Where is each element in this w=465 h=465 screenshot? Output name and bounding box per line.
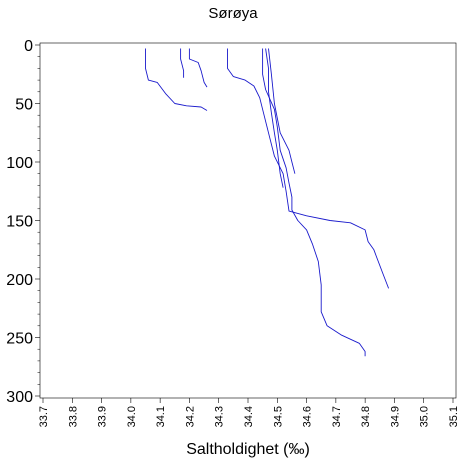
plot-frame	[39, 42, 457, 399]
x-tick-label: 34.1	[155, 406, 167, 427]
x-tick-label: 35.0	[419, 406, 431, 427]
x-tick-label: 34.4	[243, 406, 255, 427]
y-tick-label: 250	[6, 331, 33, 348]
x-tick-label: 35.1	[448, 406, 460, 427]
y-axis: 0 50 100 150 200 250 300	[6, 38, 40, 406]
x-tick-label: 33.8	[67, 406, 79, 427]
profile-line-3	[188, 48, 208, 88]
x-tick-label: 34.7	[331, 406, 343, 427]
profile-line-4	[227, 48, 390, 289]
x-axis: 33.7 33.8 33.9 34.0 34.1 34.2 34.3 34.4 34.5 34.6…	[38, 398, 460, 427]
profile-line-2	[180, 48, 185, 78]
x-tick-label: 34.3	[214, 406, 226, 427]
series-layer	[145, 48, 390, 357]
x-tick-label: 34.2	[184, 406, 196, 427]
x-tick-label: 34.6	[302, 406, 314, 427]
x-tick-label: 33.9	[97, 406, 109, 427]
x-tick-label: 34.5	[272, 406, 284, 427]
x-tick-label: 34.0	[126, 406, 138, 427]
profile-line-5	[262, 48, 366, 357]
chart-title: Sørøya	[208, 5, 258, 22]
x-tick-label: 33.7	[38, 406, 50, 427]
profile-line-6	[265, 48, 284, 188]
x-axis-label: Saltholdighet (‰)	[186, 441, 310, 458]
y-tick-label: 150	[6, 214, 33, 231]
profile-line-7	[268, 48, 296, 174]
y-tick-label: 200	[6, 272, 33, 289]
x-tick-label: 34.9	[389, 406, 401, 427]
y-tick-label: 0	[24, 38, 33, 55]
y-tick-label: 100	[6, 155, 33, 172]
profile-line-1	[145, 48, 208, 111]
x-tick-label: 34.8	[360, 406, 372, 427]
y-tick-label: 300	[6, 389, 33, 406]
y-tick-label: 50	[15, 97, 33, 114]
